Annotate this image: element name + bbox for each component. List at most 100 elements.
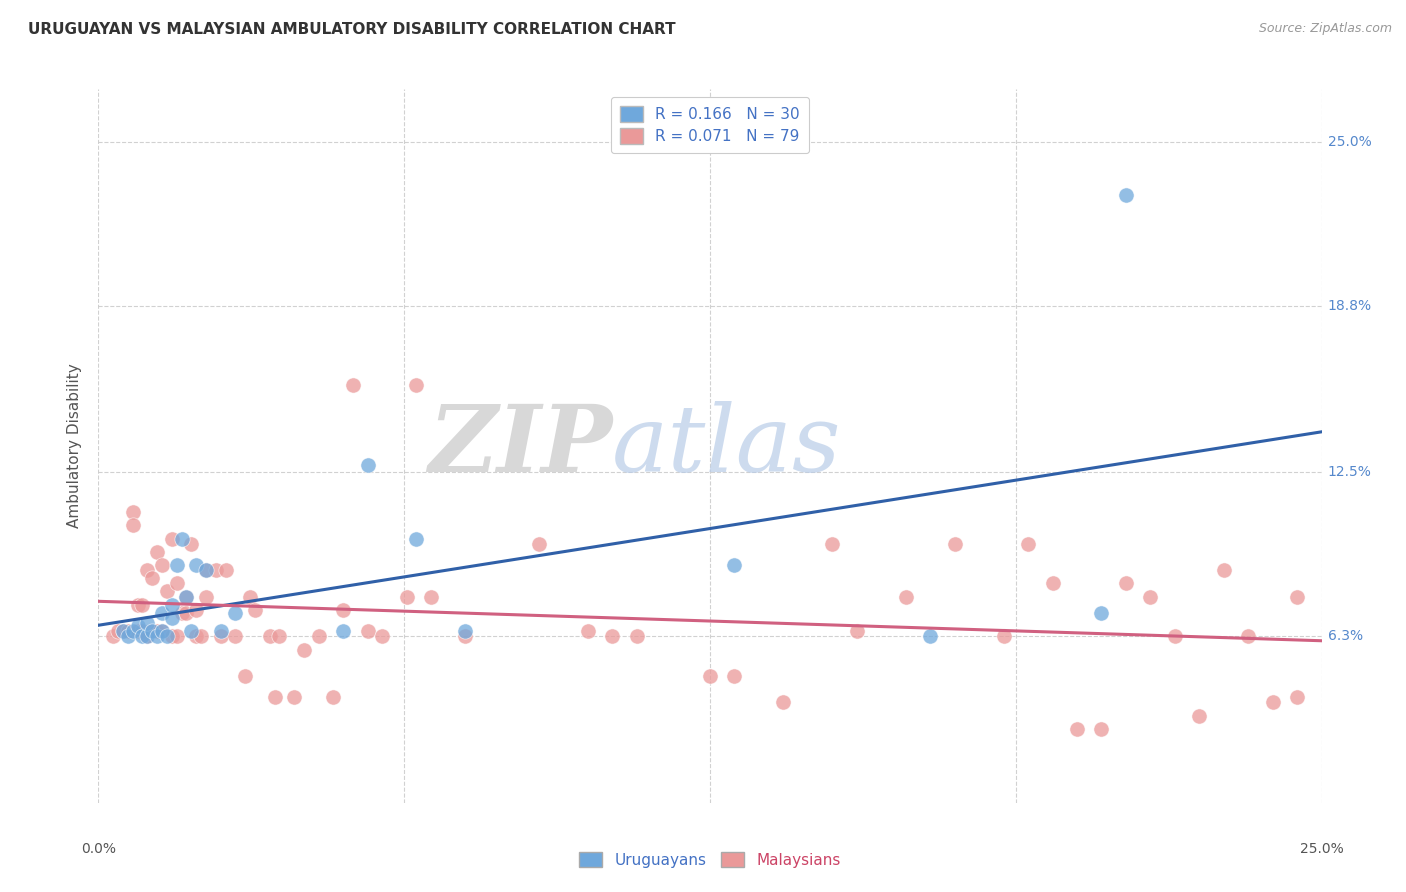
Point <box>821 537 844 551</box>
Point <box>127 618 149 632</box>
Point <box>166 558 188 572</box>
Point <box>214 563 236 577</box>
Point <box>176 590 198 604</box>
Point <box>195 563 218 577</box>
Point <box>127 624 149 638</box>
Point <box>943 537 966 551</box>
Point <box>263 690 285 704</box>
Point <box>1286 590 1309 604</box>
Point <box>1261 695 1284 709</box>
Point <box>1188 708 1211 723</box>
Point <box>1017 537 1039 551</box>
Point <box>150 624 173 638</box>
Point <box>1212 563 1234 577</box>
Point <box>993 629 1015 643</box>
Point <box>190 629 212 643</box>
Point <box>920 629 942 643</box>
Point <box>136 616 159 631</box>
Point <box>186 629 208 643</box>
Point <box>166 576 188 591</box>
Point <box>332 624 354 638</box>
Point <box>180 624 202 638</box>
Text: 25.0%: 25.0% <box>1299 842 1344 856</box>
Legend: Uruguayans, Malaysians: Uruguayans, Malaysians <box>574 846 846 873</box>
Point <box>121 518 143 533</box>
Point <box>160 598 183 612</box>
Point <box>356 458 378 472</box>
Point <box>209 624 232 638</box>
Point <box>224 629 246 643</box>
Point <box>176 590 198 604</box>
Point <box>600 629 623 643</box>
Point <box>186 558 208 572</box>
Point <box>420 590 443 604</box>
Text: Source: ZipAtlas.com: Source: ZipAtlas.com <box>1258 22 1392 36</box>
Point <box>723 558 745 572</box>
Point <box>259 629 281 643</box>
Point <box>131 598 153 612</box>
Point <box>141 624 163 638</box>
Y-axis label: Ambulatory Disability: Ambulatory Disability <box>67 364 83 528</box>
Point <box>131 629 153 643</box>
Point <box>845 624 868 638</box>
Point <box>170 606 193 620</box>
Point <box>121 505 143 519</box>
Point <box>1115 576 1137 591</box>
Point <box>176 606 198 620</box>
Point <box>283 690 305 704</box>
Text: 0.0%: 0.0% <box>82 842 115 856</box>
Point <box>395 590 418 604</box>
Point <box>772 695 794 709</box>
Text: URUGUAYAN VS MALAYSIAN AMBULATORY DISABILITY CORRELATION CHART: URUGUAYAN VS MALAYSIAN AMBULATORY DISABI… <box>28 22 676 37</box>
Text: ZIP: ZIP <box>427 401 612 491</box>
Point <box>1042 576 1064 591</box>
Point <box>894 590 917 604</box>
Point <box>342 378 364 392</box>
Point <box>136 629 159 643</box>
Point <box>141 571 163 585</box>
Point <box>146 629 169 643</box>
Point <box>160 532 183 546</box>
Point <box>322 690 344 704</box>
Point <box>1115 188 1137 202</box>
Point <box>1090 722 1112 736</box>
Point <box>111 624 134 638</box>
Point <box>699 669 721 683</box>
Point <box>405 532 427 546</box>
Point <box>146 545 169 559</box>
Text: 6.3%: 6.3% <box>1327 629 1362 643</box>
Point <box>127 598 149 612</box>
Point <box>136 629 159 643</box>
Point <box>356 624 378 638</box>
Point <box>195 590 218 604</box>
Point <box>101 629 124 643</box>
Point <box>156 584 179 599</box>
Point <box>454 629 477 643</box>
Point <box>209 629 232 643</box>
Point <box>233 669 256 683</box>
Point <box>332 603 354 617</box>
Point <box>156 629 179 643</box>
Point <box>205 563 228 577</box>
Text: 12.5%: 12.5% <box>1327 466 1372 479</box>
Point <box>626 629 648 643</box>
Point <box>195 563 218 577</box>
Point <box>150 606 173 620</box>
Point <box>239 590 262 604</box>
Point <box>527 537 550 551</box>
Point <box>160 611 183 625</box>
Point <box>150 558 173 572</box>
Point <box>224 606 246 620</box>
Point <box>166 629 188 643</box>
Point <box>121 624 143 638</box>
Point <box>141 624 163 638</box>
Point <box>292 642 315 657</box>
Point <box>308 629 330 643</box>
Point <box>1066 722 1088 736</box>
Point <box>1090 606 1112 620</box>
Point <box>576 624 599 638</box>
Text: 25.0%: 25.0% <box>1327 135 1371 149</box>
Point <box>136 563 159 577</box>
Point <box>107 624 129 638</box>
Point <box>170 532 193 546</box>
